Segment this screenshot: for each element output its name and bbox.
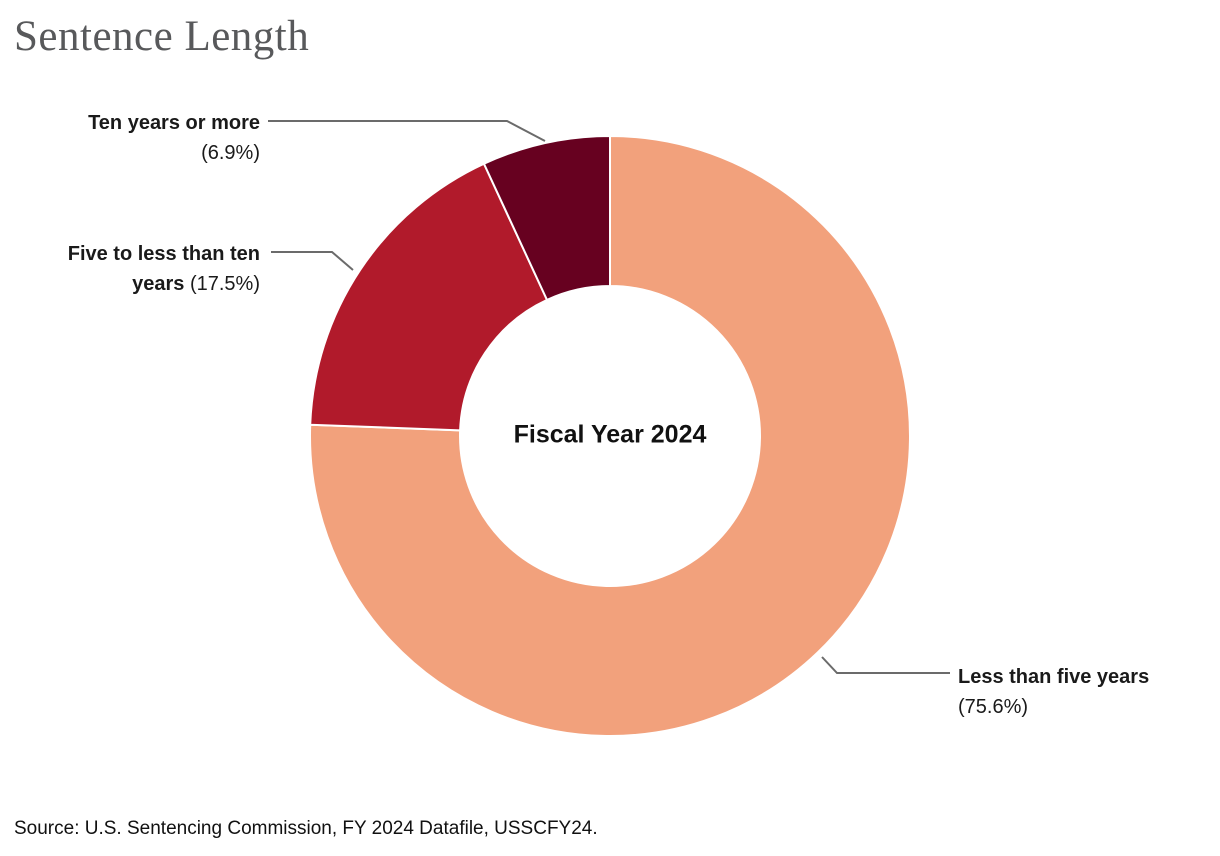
callout-ten-years-label: Ten years or more — [88, 112, 260, 134]
source-attribution: Source: U.S. Sentencing Commission, FY 2… — [14, 818, 598, 839]
donut-slice-five-to-less-than-ten-years[interactable] — [309, 162, 548, 432]
chart-title: Sentence Length — [14, 13, 310, 60]
leader-line-ten-years-or-more — [268, 120, 546, 142]
callout-ten-years-pct: (6.9%) — [201, 142, 260, 164]
callout-less-five-pct: (75.6%) — [958, 696, 1029, 718]
leader-line-five-to-less-than-ten-years — [271, 251, 354, 271]
callout-ten-years-or-more: Ten years or more (6.9%) — [88, 108, 260, 168]
callout-less-than-five-years: Less than five years (75.6%) — [958, 662, 1149, 722]
leader-lines — [268, 120, 950, 674]
donut-slices — [309, 135, 911, 737]
leader-line-less-than-five-years — [821, 656, 950, 674]
callout-five-to-less-than-ten-years: Five to less than ten years (17.5%) — [68, 239, 260, 299]
callout-five-ten-pct: (17.5%) — [189, 273, 260, 295]
donut-center-label: Fiscal Year 2024 — [513, 420, 707, 449]
callout-less-five-label: Less than five years — [958, 666, 1150, 688]
donut-slice-less-than-five-years[interactable] — [309, 135, 911, 737]
callout-five-ten-label-line1: Five to less than ten — [67, 243, 260, 265]
callout-five-ten-label-line2: years — [132, 273, 185, 295]
donut-slice-ten-years-or-more[interactable] — [482, 135, 611, 301]
